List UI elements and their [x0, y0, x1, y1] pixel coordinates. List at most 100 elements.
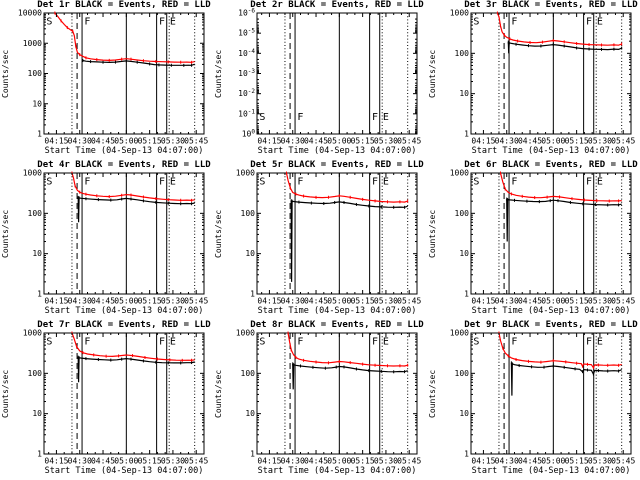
svg-text:05:15: 05:15 — [351, 137, 375, 146]
svg-text:04:30: 04:30 — [68, 297, 92, 306]
plot-canvas: 04:15 04:30 04:45 05:00 05:15 05:30 05:45 1 10 10… — [450, 9, 636, 146]
svg-text:1000: 1000 — [23, 329, 42, 338]
svg-text:E: E — [170, 176, 176, 187]
svg-text:05:15: 05:15 — [565, 457, 589, 466]
svg-text:04:15: 04:15 — [471, 297, 495, 306]
svg-text:04:30: 04:30 — [68, 137, 92, 146]
svg-text:04:15: 04:15 — [44, 457, 68, 466]
svg-text:10-5: 10-5 — [238, 28, 255, 38]
plot-title: Det 5r BLACK = Events, RED = LLD — [250, 160, 424, 170]
svg-text:05:45: 05:45 — [184, 297, 208, 306]
svg-text:10-3: 10-3 — [238, 68, 255, 78]
svg-text:04:30: 04:30 — [495, 297, 519, 306]
svg-text:S: S — [259, 112, 265, 123]
svg-text:10: 10 — [245, 249, 255, 258]
svg-text:05:15: 05:15 — [138, 137, 162, 146]
svg-text:05:00: 05:00 — [114, 297, 138, 306]
svg-text:1: 1 — [464, 450, 469, 459]
svg-text:S: S — [473, 16, 479, 27]
svg-text:04:30: 04:30 — [495, 457, 519, 466]
svg-text:05:15: 05:15 — [565, 137, 589, 146]
svg-text:F: F — [586, 176, 592, 187]
svg-text:05:30: 05:30 — [588, 457, 612, 466]
svg-text:F: F — [84, 16, 90, 27]
svg-text:1000: 1000 — [236, 329, 255, 338]
svg-text:1: 1 — [37, 450, 42, 459]
svg-text:10: 10 — [32, 409, 42, 418]
svg-text:1000: 1000 — [23, 169, 42, 178]
svg-text:S: S — [259, 336, 265, 347]
x-axis-label: Start Time (04-Sep-13 04:07:00) — [44, 146, 204, 156]
svg-text:E: E — [383, 176, 389, 187]
svg-text:04:15: 04:15 — [257, 297, 281, 306]
svg-text:04:45: 04:45 — [91, 297, 115, 306]
plot-det-9r: Det 9r BLACK = Events, RED = LLD Counts/… — [427, 320, 640, 480]
svg-text:1000: 1000 — [450, 169, 469, 178]
x-axis-label: Start Time (04-Sep-13 04:07:00) — [471, 466, 631, 476]
svg-text:05:45: 05:45 — [184, 137, 208, 146]
svg-text:05:00: 05:00 — [114, 137, 138, 146]
svg-text:05:15: 05:15 — [138, 457, 162, 466]
plot-det-2r: Det 2r BLACK = Events, RED = LLD Counts/… — [213, 0, 426, 160]
svg-text:F: F — [511, 16, 517, 27]
svg-text:04:45: 04:45 — [304, 457, 328, 466]
svg-text:10: 10 — [245, 409, 255, 418]
svg-text:05:15: 05:15 — [565, 297, 589, 306]
plot-title: Det 1r BLACK = Events, RED = LLD — [37, 0, 211, 10]
svg-text:05:00: 05:00 — [541, 137, 565, 146]
plot-det-4r: Det 4r BLACK = Events, RED = LLD Counts/… — [0, 160, 213, 320]
plot-det-7r: Det 7r BLACK = Events, RED = LLD Counts/… — [0, 320, 213, 480]
svg-text:100: 100 — [241, 369, 256, 378]
svg-text:04:30: 04:30 — [68, 457, 92, 466]
plot-det-3r: Det 3r BLACK = Events, RED = LLD Counts/… — [427, 0, 640, 160]
svg-text:S: S — [46, 176, 52, 187]
plot-canvas: 04:15 04:30 04:45 05:00 05:15 05:30 05:45 1 10 10… — [23, 169, 209, 306]
svg-text:F: F — [84, 176, 90, 187]
svg-text:S: S — [259, 176, 265, 187]
svg-text:1: 1 — [464, 130, 469, 139]
svg-text:04:45: 04:45 — [91, 457, 115, 466]
plot-title: Det 2r BLACK = Events, RED = LLD — [250, 0, 424, 10]
svg-text:05:00: 05:00 — [114, 457, 138, 466]
svg-text:04:30: 04:30 — [281, 137, 305, 146]
svg-text:10-6: 10-6 — [238, 8, 255, 18]
svg-text:04:45: 04:45 — [91, 137, 115, 146]
svg-text:E: E — [383, 112, 389, 123]
svg-text:E: E — [383, 336, 389, 347]
svg-text:10-2: 10-2 — [238, 88, 255, 98]
svg-text:F: F — [84, 336, 90, 347]
svg-text:05:30: 05:30 — [161, 457, 185, 466]
svg-text:10: 10 — [459, 249, 469, 258]
svg-text:04:30: 04:30 — [281, 297, 305, 306]
svg-text:05:15: 05:15 — [351, 457, 375, 466]
svg-text:10000: 10000 — [18, 9, 42, 18]
svg-text:F: F — [159, 16, 165, 27]
x-axis-label: Start Time (04-Sep-13 04:07:00) — [257, 466, 417, 476]
svg-text:10: 10 — [32, 99, 42, 108]
svg-text:F: F — [586, 16, 592, 27]
svg-text:S: S — [46, 16, 52, 27]
plot-canvas: 04:15 04:30 04:45 05:00 05:15 05:30 05:45 1 10 10… — [236, 169, 422, 306]
svg-text:1000: 1000 — [236, 169, 255, 178]
plot-title: Det 7r BLACK = Events, RED = LLD — [37, 320, 211, 330]
plot-title: Det 9r BLACK = Events, RED = LLD — [464, 320, 638, 330]
svg-text:F: F — [159, 336, 165, 347]
svg-text:05:45: 05:45 — [397, 137, 421, 146]
x-axis-label: Start Time (04-Sep-13 04:07:00) — [471, 146, 631, 156]
svg-text:04:45: 04:45 — [304, 297, 328, 306]
svg-text:05:15: 05:15 — [138, 297, 162, 306]
svg-text:10: 10 — [459, 409, 469, 418]
plot-canvas: 04:15 04:30 04:45 05:00 05:15 05:30 05:45 1 10 10… — [18, 9, 209, 146]
plot-det-1r: Det 1r BLACK = Events, RED = LLD Counts/… — [0, 0, 213, 160]
svg-text:1: 1 — [250, 290, 255, 299]
plot-canvas: 04:15 04:30 04:45 05:00 05:15 05:30 05:45 1 10 10… — [23, 329, 209, 466]
svg-text:100: 100 — [241, 209, 256, 218]
svg-text:05:15: 05:15 — [351, 297, 375, 306]
svg-text:10: 10 — [459, 89, 469, 98]
svg-text:S: S — [46, 336, 52, 347]
svg-text:05:30: 05:30 — [161, 137, 185, 146]
svg-text:05:00: 05:00 — [541, 297, 565, 306]
svg-text:05:30: 05:30 — [588, 137, 612, 146]
svg-text:05:00: 05:00 — [327, 137, 351, 146]
svg-text:E: E — [170, 16, 176, 27]
